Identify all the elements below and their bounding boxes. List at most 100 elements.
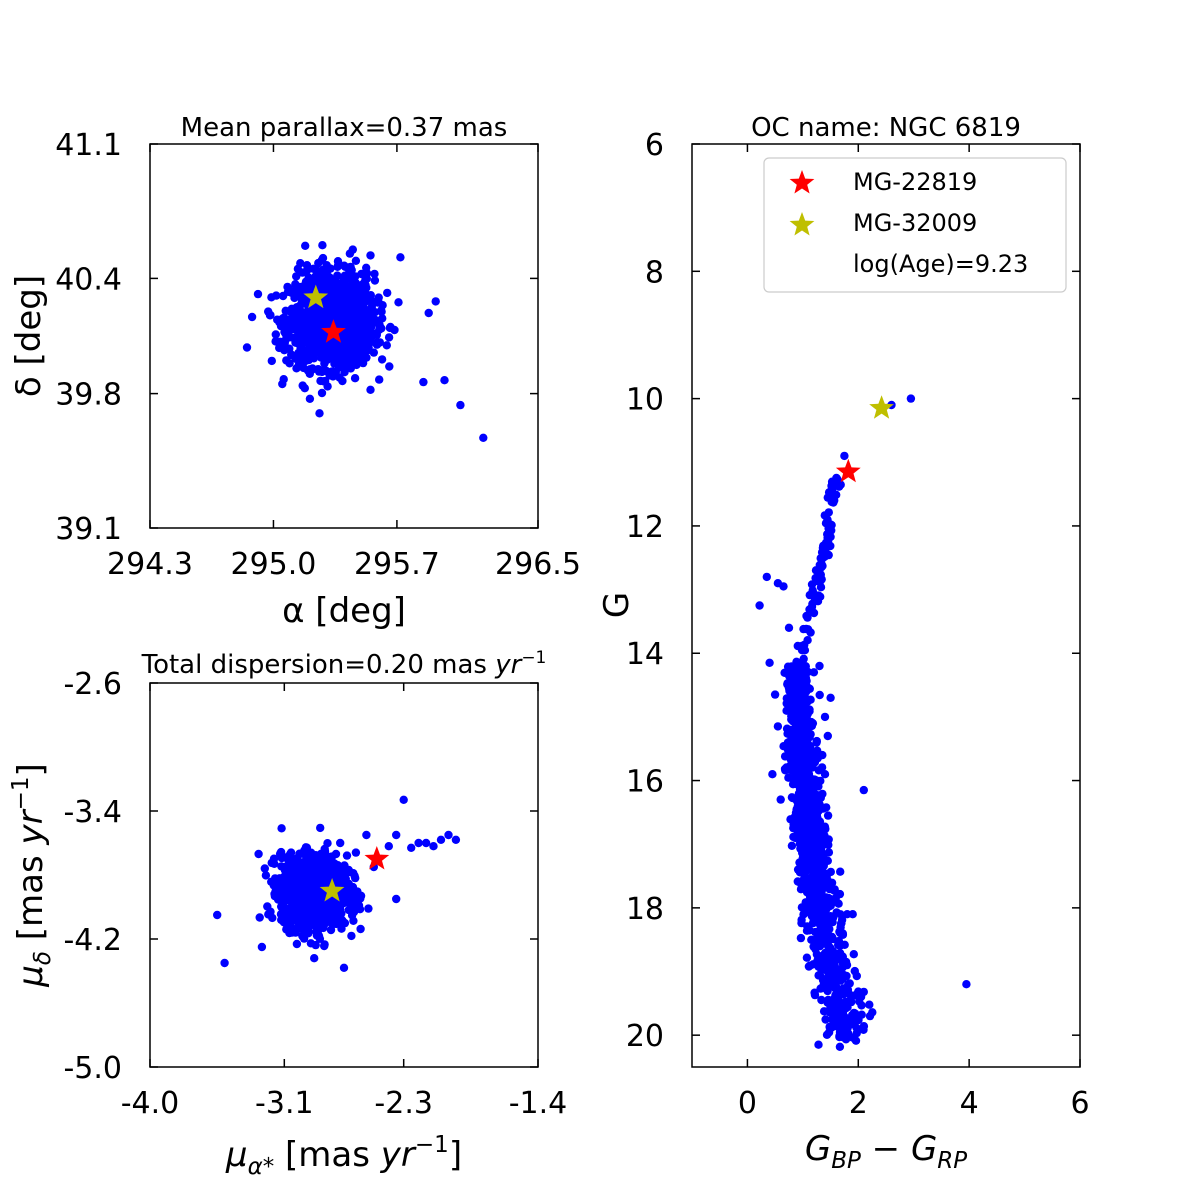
pm-member-point <box>364 904 373 913</box>
pm-outlier-point <box>213 910 222 920</box>
pm-outlier-point <box>257 942 267 952</box>
pm-member-point <box>282 881 292 890</box>
pm-y-label-close: ] <box>11 763 51 776</box>
sky-member-point <box>329 367 338 377</box>
cmd-main-sequence-point <box>813 927 823 937</box>
pm-y-label-exp: −1 <box>8 776 34 810</box>
sky-member-point <box>345 355 355 365</box>
cmd-main-sequence-point <box>799 851 808 861</box>
cmd-main-sequence-point <box>826 1003 835 1013</box>
sky-member-point <box>383 288 392 298</box>
sky-member-point <box>302 261 312 270</box>
pm-panel: -4.0 -3.1 -2.3 -1.4 -5.0 -4.2 -3.4 -2.6 Total … <box>8 648 567 1180</box>
pm-outlier-point <box>384 842 393 851</box>
pm-member-point <box>270 859 279 868</box>
sky-member-point <box>340 335 350 344</box>
sky-outlier-point <box>440 376 449 385</box>
pm-outlier-point <box>351 848 361 857</box>
pm-member-point <box>347 911 357 920</box>
sky-y-tick-label: 39.1 <box>55 512 122 547</box>
sky-outlier-point <box>301 241 310 250</box>
sky-member-point <box>264 307 273 316</box>
cmd-y-tick-label: 8 <box>645 255 664 290</box>
cmd-x-tick-label: 0 <box>738 1086 757 1121</box>
sky-member-point <box>299 322 308 332</box>
pm-member-point <box>294 921 303 930</box>
cmd-main-sequence-point <box>807 786 817 796</box>
sky-member-point <box>351 278 360 288</box>
pm-member-point <box>261 871 271 880</box>
sky-member-point <box>374 297 383 306</box>
pm-member-point <box>290 910 299 919</box>
sky-member-point <box>345 267 354 276</box>
sky-member-point <box>315 409 324 418</box>
cmd-main-sequence-point <box>812 813 822 822</box>
sky-y-tick-label: 39.8 <box>55 378 122 413</box>
cmd-outlier-point <box>755 601 764 610</box>
sky-y-tick-label: 40.4 <box>55 262 122 297</box>
sky-x-tick-label: 295.0 <box>231 547 317 582</box>
pm-member-point <box>287 928 297 937</box>
sky-outlier-point <box>366 385 375 394</box>
pm-member-point <box>356 924 365 934</box>
pm-x-tick-label: -2.3 <box>374 1086 433 1121</box>
sky-member-point <box>308 306 318 315</box>
cmd-main-sequence-point <box>849 950 858 959</box>
cmd-main-sequence-point <box>815 690 824 700</box>
cmd-main-sequence-point <box>790 693 799 702</box>
cmd-main-sequence-point <box>802 837 811 846</box>
cmd-main-sequence-point <box>820 914 829 923</box>
sky-member-point <box>301 277 311 286</box>
cmd-main-sequence-point <box>847 997 856 1007</box>
sky-member-point <box>372 340 382 349</box>
sky-member-point <box>273 315 282 324</box>
sky-member-point <box>309 354 319 363</box>
pm-title-unit: yr <box>494 650 523 680</box>
pm-member-point <box>336 919 345 928</box>
cmd-x-label-g1: G <box>805 1129 831 1169</box>
pm-y-tick-label: -2.6 <box>63 667 122 702</box>
sky-member-point <box>338 312 347 322</box>
pm-member-point <box>320 941 329 951</box>
cmd-branch-point <box>792 657 801 666</box>
cmd-outlier-point <box>779 582 788 591</box>
cmd-main-sequence-point <box>803 845 812 854</box>
pm-member-point <box>315 934 325 943</box>
cmd-branch-point <box>836 480 845 489</box>
sky-member-point <box>377 307 386 316</box>
cmd-x-tick-label: 6 <box>1070 1086 1089 1121</box>
pm-member-point <box>311 895 320 905</box>
cmd-main-sequence-point <box>808 864 817 874</box>
cmd-main-sequence-point <box>835 1042 845 1052</box>
pm-member-point <box>338 872 347 881</box>
sky-member-point <box>360 280 369 289</box>
cmd-outlier-point <box>818 750 827 760</box>
pm-y-tick-label: -3.4 <box>63 795 122 830</box>
sky-member-point <box>300 384 309 393</box>
cmd-outlier-point <box>815 661 824 671</box>
sky-member-point <box>347 344 357 354</box>
cmd-outlier-point <box>823 731 832 741</box>
pm-member-point <box>311 940 320 950</box>
sky-member-point <box>384 333 394 342</box>
sky-outlier-point <box>278 379 287 389</box>
pm-member-point <box>331 867 340 876</box>
sky-member-point <box>301 337 311 346</box>
sky-member-point <box>316 376 325 386</box>
pm-y-label-mu: μ <box>11 965 51 988</box>
sky-member-point <box>318 241 327 250</box>
sky-member-point <box>375 375 384 384</box>
pm-x-ticks: -4.0 -3.1 -2.3 -1.4 <box>121 683 567 1121</box>
pm-points <box>213 795 461 972</box>
cmd-x-label: GBP − GRP <box>805 1129 967 1174</box>
cmd-x-ticks: 0 2 4 6 <box>738 144 1090 1121</box>
cmd-main-sequence-point <box>794 767 803 776</box>
cmd-main-sequence-point <box>821 939 830 948</box>
legend-box <box>763 157 1067 293</box>
pm-member-point <box>336 838 345 848</box>
cmd-y-ticks: 6 8 10 12 14 16 18 20 <box>626 128 1080 1054</box>
pm-y-label-sub: δ <box>30 951 56 965</box>
sky-member-point <box>296 259 305 268</box>
pm-y-tick-label: -4.2 <box>63 923 122 958</box>
